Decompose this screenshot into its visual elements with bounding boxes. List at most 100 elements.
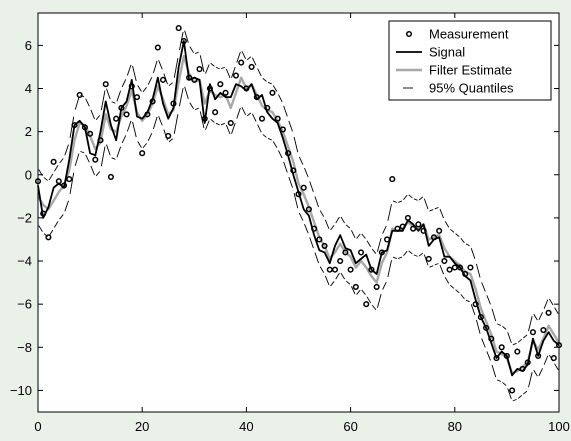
lower-quantile-dash <box>533 369 538 377</box>
upper-quantile-dash <box>361 233 366 239</box>
lower-quantile-dash <box>85 154 90 163</box>
lower-quantile-dash <box>554 363 559 370</box>
upper-quantile-dash <box>486 295 491 305</box>
lower-quantile-dash <box>278 150 283 159</box>
upper-quantile-dash <box>533 313 538 321</box>
lower-quantile-dash <box>262 134 267 138</box>
upper-quantile-dash <box>262 78 267 82</box>
measurement-point <box>498 344 505 351</box>
measurement-point <box>180 37 187 45</box>
measurement-point <box>269 89 276 96</box>
upper-quantile-dash <box>168 82 173 87</box>
upper-quantile-dash <box>512 342 517 346</box>
measurement-point <box>285 150 292 157</box>
measurement-point <box>462 270 469 278</box>
lower-quantile-dash <box>335 272 340 280</box>
upper-quantile-dash <box>293 136 299 153</box>
measurement-point <box>279 126 286 133</box>
lower-quantile-dash <box>309 237 314 249</box>
measurement-point <box>258 115 266 122</box>
upper-quantile-dash <box>376 237 382 252</box>
lower-quantile-dash <box>376 294 382 308</box>
lower-quantile-dash <box>324 275 330 286</box>
lower-quantile-dash <box>142 143 147 149</box>
lower-quantile-dash <box>512 398 517 402</box>
upper-quantile-dash <box>48 173 54 181</box>
upper-quantile-dash <box>403 194 408 200</box>
lower-quantile-dash <box>298 212 304 221</box>
measurement-point <box>352 283 359 290</box>
measurement-point <box>123 111 130 118</box>
upper-quantile-dash <box>241 51 247 60</box>
measurement-point <box>264 104 271 111</box>
measurement-point <box>274 115 281 122</box>
upper-quantile-dash <box>475 263 481 278</box>
measurement-point <box>472 301 479 308</box>
upper-quantile-dash <box>423 198 429 210</box>
legend-label: Signal <box>429 45 465 60</box>
upper-quantile-dash <box>371 248 377 254</box>
lower-quantile-dash <box>106 144 111 156</box>
upper-quantile-dash <box>497 323 502 326</box>
measurement-point <box>524 359 531 366</box>
measurement-point <box>81 124 88 131</box>
measurement-point <box>529 329 537 336</box>
lower-quantile-dash <box>491 364 497 378</box>
upper-quantile-dash <box>340 216 345 224</box>
upper-quantile-dash <box>324 219 330 230</box>
measurement-point <box>159 76 167 83</box>
measurement-point <box>232 72 240 79</box>
upper-quantile-dash <box>465 243 470 247</box>
lower-quantile-dash <box>225 124 231 135</box>
upper-quantile-dash <box>100 90 106 111</box>
lower-quantile-dash <box>152 116 158 130</box>
lower-quantile-dash <box>507 388 512 400</box>
upper-quantile-dash <box>523 334 528 339</box>
upper-quantile-dash <box>502 326 507 330</box>
upper-quantile-dash <box>330 225 335 231</box>
lower-quantile-dash <box>418 252 424 257</box>
lower-quantile-dash <box>179 87 184 107</box>
upper-quantile-dash <box>538 312 543 320</box>
lower-quantile-dash <box>523 390 528 395</box>
upper-quantile-dash <box>267 81 272 85</box>
upper-quantile-dash <box>517 338 523 343</box>
measurement-point <box>107 173 114 180</box>
measurement-point <box>295 191 302 198</box>
lower-quantile-dash <box>528 371 533 388</box>
measurement-point <box>509 387 516 394</box>
measurement-point <box>55 178 62 185</box>
upper-quantile-dash <box>90 109 95 120</box>
lower-quantile-dash <box>304 223 309 234</box>
measurement-point <box>415 221 422 228</box>
x-tick-label: 20 <box>135 419 149 434</box>
measurement-point <box>545 309 552 316</box>
measurement-point <box>61 182 68 189</box>
lower-quantile-dash <box>429 265 434 268</box>
lower-quantile-dash <box>475 319 481 334</box>
lower-quantile-dash <box>168 138 173 143</box>
upper-quantile-dash <box>455 233 460 238</box>
measurement-point <box>186 74 193 81</box>
measurement-point <box>368 266 375 273</box>
upper-quantile-dash <box>418 196 424 201</box>
measurement-point <box>483 324 490 331</box>
upper-quantile-dash <box>147 76 153 85</box>
lower-quantile-dash <box>538 368 543 377</box>
measurement-point <box>40 210 47 217</box>
lower-quantile-dash <box>497 379 502 382</box>
y-tick-label: −2 <box>17 210 32 225</box>
measurement-point <box>290 167 297 174</box>
upper-quantile-dash <box>335 216 340 224</box>
upper-quantile-dash <box>95 115 101 121</box>
upper-quantile-dash <box>439 208 445 219</box>
lower-quantile-dash <box>319 266 325 273</box>
x-tick-label: 100 <box>548 419 570 434</box>
lower-quantile-dash <box>272 141 278 148</box>
upper-quantile-dash <box>251 57 257 66</box>
measurement-point <box>92 156 99 163</box>
upper-quantile-dash <box>382 225 387 234</box>
lower-quantile-dash <box>455 289 460 294</box>
upper-quantile-dash <box>225 68 231 79</box>
lower-quantile-dash <box>38 225 43 232</box>
